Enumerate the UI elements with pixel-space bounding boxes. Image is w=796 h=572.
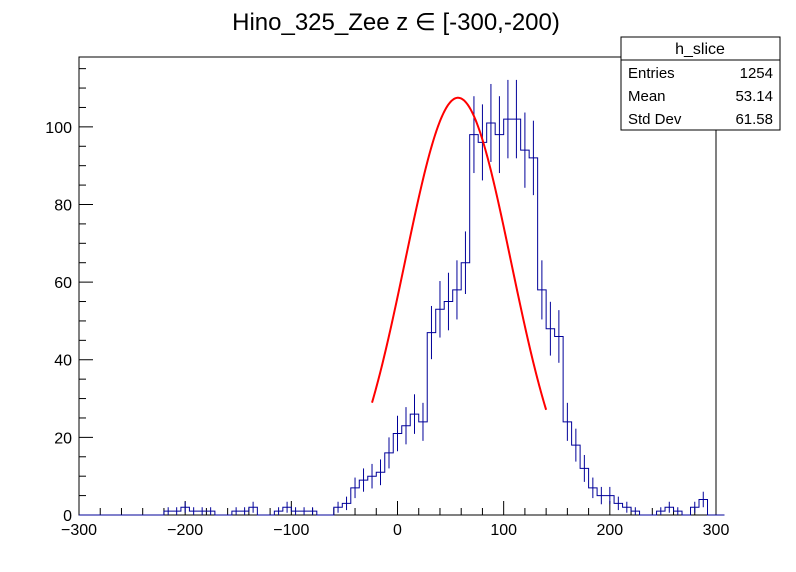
y-tick-label: 60 bbox=[54, 275, 72, 292]
stats-box-title: h_slice bbox=[675, 41, 725, 58]
axis-tick-labels: −300 −200 −100 0 100 200 300 0 20 40 60 80 100 bbox=[45, 120, 729, 539]
histogram-layer bbox=[79, 118, 725, 516]
y-tick-label: 0 bbox=[63, 508, 72, 525]
y-tick-label: 40 bbox=[54, 353, 72, 370]
stats-mean-label: Mean bbox=[628, 88, 666, 105]
y-tick-label: 100 bbox=[45, 120, 72, 137]
stats-mean-value: 53.14 bbox=[735, 88, 773, 105]
fit-layer bbox=[371, 96, 548, 411]
x-tick-label: 100 bbox=[490, 522, 517, 539]
error-bars bbox=[167, 79, 704, 515]
x-tick-label: −200 bbox=[167, 522, 203, 539]
y-tick-label: 80 bbox=[54, 197, 72, 214]
x-tick-label: −300 bbox=[61, 522, 97, 539]
x-tick-label: 200 bbox=[596, 522, 623, 539]
stats-entries-value: 1254 bbox=[740, 65, 773, 82]
stats-stddev-value: 61.58 bbox=[735, 111, 773, 128]
x-tick-label: −100 bbox=[273, 522, 309, 539]
stats-entries-label: Entries bbox=[628, 65, 675, 82]
y-tick-label: 20 bbox=[54, 430, 72, 447]
chart-title: Hino_325_Zee z ∈ [-300,-200) bbox=[232, 9, 560, 36]
stats-stddev-label: Std Dev bbox=[628, 111, 682, 128]
stats-box-frame bbox=[620, 36, 781, 131]
x-tick-label: 300 bbox=[703, 522, 730, 539]
gaussian-fit-curve bbox=[371, 96, 548, 411]
x-tick-label: 0 bbox=[393, 522, 402, 539]
histogram-outline bbox=[79, 118, 725, 516]
stats-box: h_slice Entries 1254 Mean 53.14 Std Dev … bbox=[620, 36, 781, 131]
